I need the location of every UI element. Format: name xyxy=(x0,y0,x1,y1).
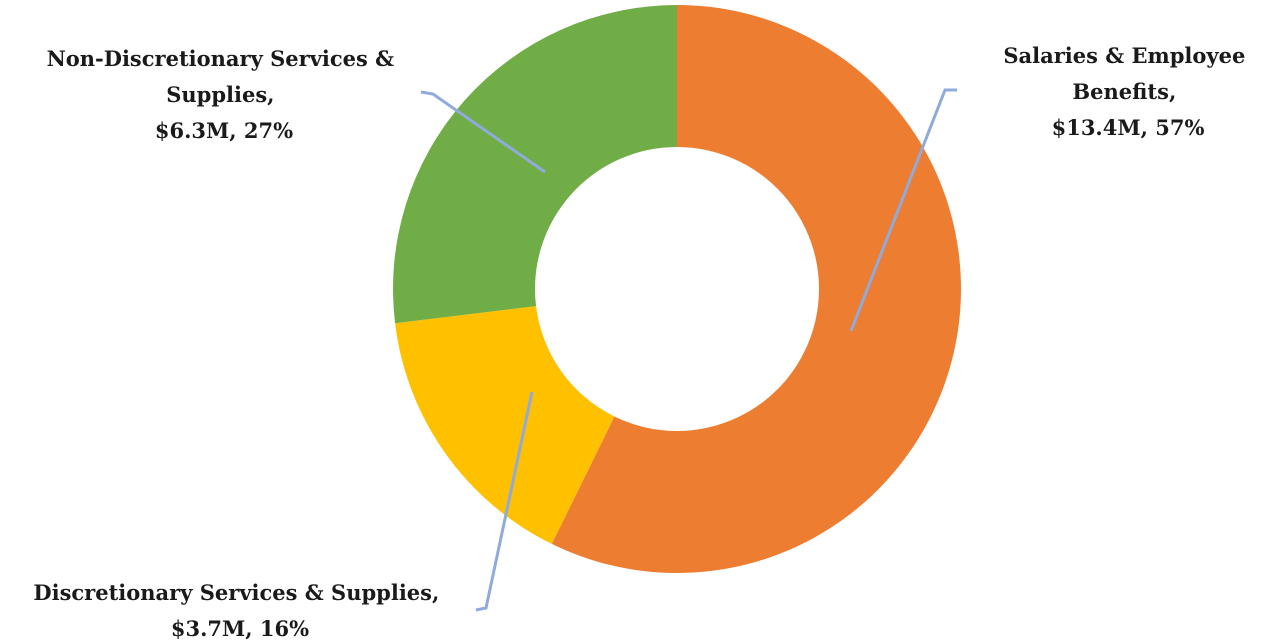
slice-salaries xyxy=(551,5,961,573)
label-salaries: Salaries & Employee Benefits, $13.4M, 57… xyxy=(1003,43,1252,140)
label-discretionary: Discretionary Services & Supplies, $3.7M… xyxy=(33,580,446,641)
donut-slices xyxy=(393,5,961,573)
slice-discretionary xyxy=(395,306,615,544)
leader-lines xyxy=(420,88,957,612)
leader-line-discretionary xyxy=(475,391,534,612)
leader-line-non-discretionary xyxy=(420,90,546,174)
label-non-discretionary: Non-Discretionary Services & Supplies, $… xyxy=(47,46,402,143)
leader-line-salaries xyxy=(849,88,957,332)
